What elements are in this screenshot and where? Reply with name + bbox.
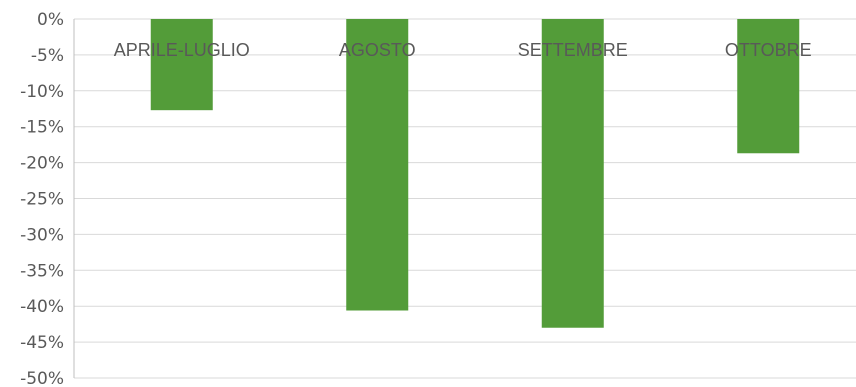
bar <box>737 19 800 154</box>
y-tick-label: -10% <box>20 82 64 102</box>
y-tick-label: -45% <box>20 333 64 353</box>
category-label: APRILE-LUGLIO <box>114 40 250 60</box>
bar <box>346 19 409 311</box>
y-tick-label: -5% <box>31 46 64 66</box>
bars <box>150 19 800 328</box>
y-tick-label: 0% <box>37 10 64 30</box>
bar <box>150 19 213 111</box>
category-label: OTTOBRE <box>725 40 812 60</box>
y-tick-label: -40% <box>20 297 64 317</box>
y-tick-label: -20% <box>20 154 64 174</box>
category-label: SETTEMBRE <box>518 40 628 60</box>
y-tick-label: -15% <box>20 118 64 138</box>
y-tick-label: -35% <box>20 261 64 281</box>
y-tick-label: -30% <box>20 225 64 245</box>
y-tick-label: -50% <box>20 369 64 387</box>
y-axis-tick-labels: 0% -5% -10% -15% -20% -25% -30% -35% -40% -45% -50… <box>20 10 64 387</box>
category-label: AGOSTO <box>339 40 416 60</box>
bar <box>541 19 604 328</box>
category-labels: APRILE-LUGLIO AGOSTO SETTEMBRE OTTOBRE <box>114 40 812 60</box>
y-tick-label: -25% <box>20 190 64 210</box>
